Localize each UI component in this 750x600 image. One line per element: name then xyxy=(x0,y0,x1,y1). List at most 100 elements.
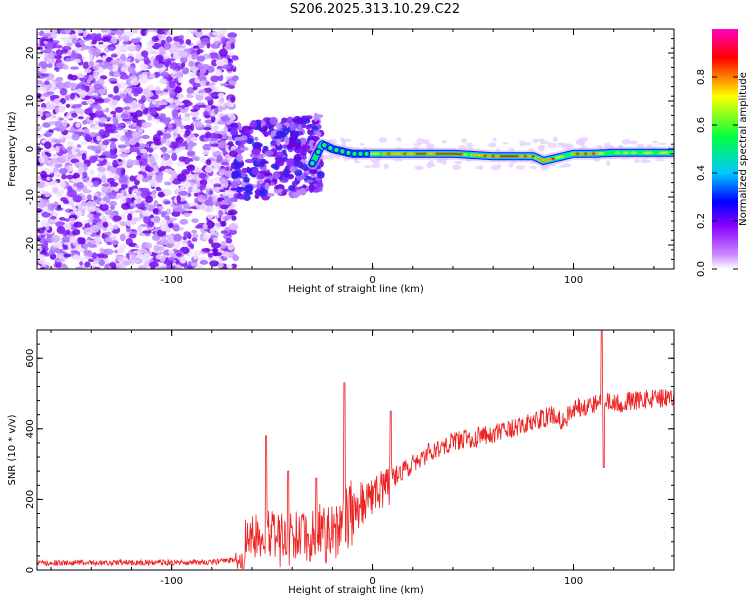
noise-cell xyxy=(76,144,82,148)
noise-cell xyxy=(178,226,184,231)
noise-cell xyxy=(118,175,128,183)
noise-cell xyxy=(51,211,59,217)
noise-cell xyxy=(110,205,116,211)
noise-cell xyxy=(99,160,108,166)
noise-cell xyxy=(116,123,125,127)
noise-cell xyxy=(119,197,127,205)
noise-cell xyxy=(38,107,47,112)
transition-cell xyxy=(240,135,248,141)
transition-cell xyxy=(233,163,238,170)
noise-cell xyxy=(96,105,102,112)
noise-cell xyxy=(37,70,42,78)
noise-cell xyxy=(61,173,67,180)
noise-cell xyxy=(131,70,137,76)
noise-cell xyxy=(201,247,212,253)
transition-cell xyxy=(291,180,299,187)
noise-cell xyxy=(54,163,63,168)
noise-cell xyxy=(193,192,199,197)
transition-cell xyxy=(313,112,319,122)
noise-cell xyxy=(96,33,102,41)
noise-cell xyxy=(214,202,222,207)
noise-cell xyxy=(56,253,65,260)
noise-cell xyxy=(76,88,83,95)
noise-cell xyxy=(74,161,83,168)
ridge-point xyxy=(344,149,353,157)
transition-cell xyxy=(307,129,312,135)
noise-cell xyxy=(186,164,196,172)
noise-cell xyxy=(98,117,108,124)
noise-cell xyxy=(77,74,85,79)
transition-cell xyxy=(257,155,264,160)
noise-cell xyxy=(227,32,238,39)
noise-cell xyxy=(54,120,63,128)
transition-cell xyxy=(240,172,247,178)
faint-cell xyxy=(547,142,558,149)
transition-cell xyxy=(261,189,268,196)
noise-cell xyxy=(138,248,148,254)
noise-cell xyxy=(178,156,186,162)
noise-cell xyxy=(199,183,206,189)
noise-cell xyxy=(207,178,215,185)
transition-cell xyxy=(236,193,247,200)
noise-cell xyxy=(159,78,168,85)
noise-cell xyxy=(77,129,85,133)
transition-cell xyxy=(311,135,320,142)
faint-cell xyxy=(321,155,329,159)
noise-cell xyxy=(133,93,139,97)
x-tick-label: 100 xyxy=(564,576,583,587)
noise-cell xyxy=(119,46,130,51)
ridge-point xyxy=(362,150,371,158)
noise-cell xyxy=(115,133,122,139)
faint-cell xyxy=(414,165,424,171)
noise-cell xyxy=(140,187,150,192)
noise-cell xyxy=(230,263,238,269)
faint-cell xyxy=(559,164,565,168)
noise-cell xyxy=(95,218,102,223)
noise-cell xyxy=(153,168,159,174)
y-tick-label: 400 xyxy=(25,419,36,438)
noise-cell xyxy=(160,71,170,77)
noise-cell xyxy=(205,202,215,206)
ridge-highlight xyxy=(570,152,577,156)
faint-cell xyxy=(670,164,674,168)
noise-cell xyxy=(199,259,209,265)
transition-cell xyxy=(309,139,315,144)
noise-cell xyxy=(141,134,150,140)
noise-cell xyxy=(197,256,207,260)
faint-cell xyxy=(621,138,632,145)
noise-cell xyxy=(112,116,118,123)
noise-cell xyxy=(165,36,173,43)
noise-cell xyxy=(134,209,143,213)
noise-cell xyxy=(210,149,218,153)
noise-cell xyxy=(37,42,41,47)
noise-cell xyxy=(172,112,179,119)
noise-cell xyxy=(112,159,118,168)
noise-cell xyxy=(50,235,61,243)
ridge-highlight xyxy=(462,153,469,157)
noise-cell xyxy=(102,140,110,146)
noise-cell xyxy=(58,248,64,252)
transition-cell xyxy=(286,116,294,124)
faint-cell xyxy=(416,138,425,144)
transition-cell xyxy=(276,138,281,147)
faint-cell xyxy=(522,142,532,146)
noise-cell xyxy=(208,138,219,142)
transition-cell xyxy=(230,187,237,191)
faint-cell xyxy=(537,146,545,152)
noise-cell xyxy=(147,147,154,153)
noise-cell xyxy=(187,29,196,33)
faint-cell xyxy=(508,163,514,168)
noise-cell xyxy=(86,200,95,207)
noise-cell xyxy=(145,122,153,126)
noise-cell xyxy=(196,55,206,62)
noise-cell xyxy=(213,123,219,127)
noise-cell xyxy=(151,234,161,241)
noise-cell xyxy=(129,147,140,153)
noise-cell xyxy=(224,166,230,172)
noise-cell xyxy=(220,115,231,122)
noise-cell xyxy=(227,242,235,251)
noise-cell xyxy=(63,223,72,231)
noise-cell xyxy=(142,154,149,158)
noise-cell xyxy=(122,161,128,169)
noise-cell xyxy=(179,106,188,114)
